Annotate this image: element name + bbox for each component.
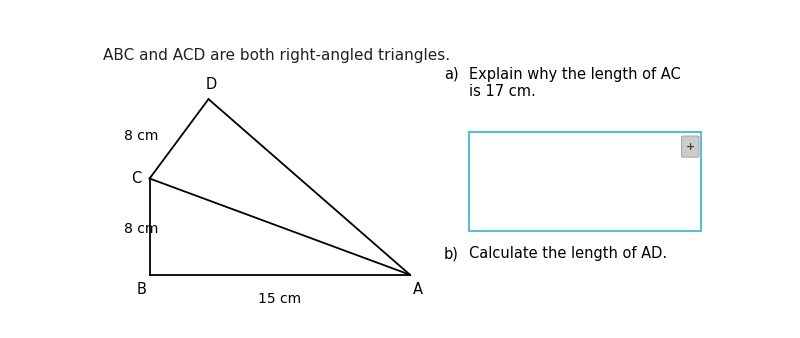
Text: +: + [686,142,695,152]
FancyBboxPatch shape [469,132,702,231]
Text: 15 cm: 15 cm [258,292,302,306]
Text: Explain why the length of AC
is 17 cm.: Explain why the length of AC is 17 cm. [469,67,681,99]
FancyBboxPatch shape [682,136,699,157]
Text: A: A [413,282,423,297]
Text: ABC and ACD are both right-angled triangles.: ABC and ACD are both right-angled triang… [103,48,450,63]
Text: b): b) [444,246,459,261]
Text: 8 cm: 8 cm [123,222,158,236]
Text: a): a) [444,67,458,81]
Text: 8 cm: 8 cm [123,128,158,143]
Text: C: C [131,171,141,186]
Text: Calculate the length of AD.: Calculate the length of AD. [469,246,667,261]
Text: D: D [206,77,218,92]
Text: B: B [137,282,146,297]
